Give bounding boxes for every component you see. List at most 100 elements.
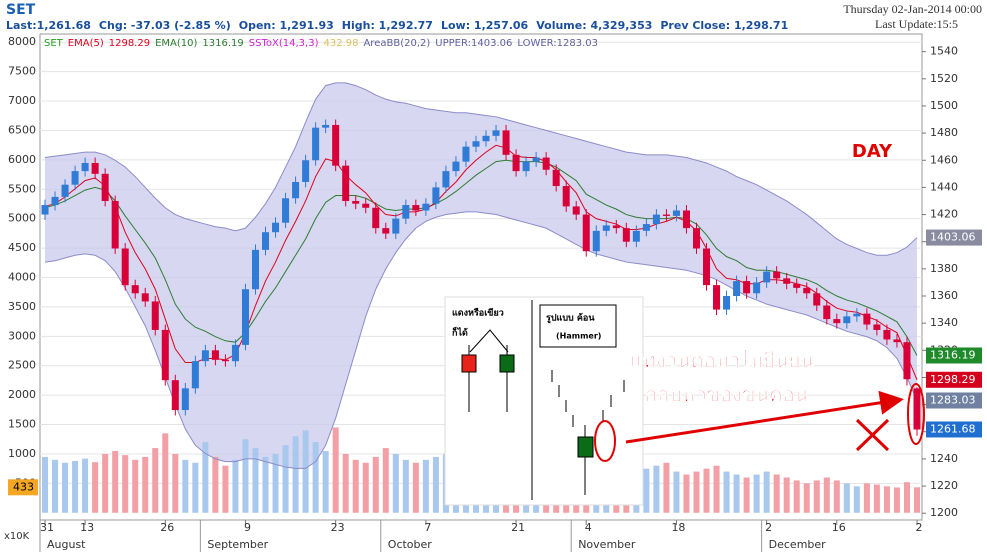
volume-bar (773, 474, 780, 513)
candle-body (492, 130, 500, 136)
price-tag (926, 392, 982, 409)
candle-body (392, 218, 400, 234)
price-tag (926, 421, 982, 438)
month-label: August (47, 538, 86, 551)
legend-entry: 1316.19 (202, 38, 243, 49)
candle-body (813, 293, 821, 306)
x-tick-label: 2 (915, 521, 922, 534)
x-tick-label: 21 (511, 521, 525, 534)
candle-body (723, 296, 731, 310)
volume-bar (192, 462, 199, 513)
volume-bar (302, 430, 309, 513)
volume-bar (763, 471, 770, 513)
y-tick-label: 1460 (930, 153, 958, 166)
candle-body (91, 162, 99, 174)
candle-body (903, 342, 911, 380)
y-tick-label: 1480 (930, 126, 958, 139)
volume-tag-label: 433 (13, 480, 34, 493)
y2-tick-label: 4500 (8, 241, 36, 254)
candle-body (362, 203, 370, 208)
candle-body (402, 205, 410, 219)
volume-bar (52, 459, 59, 513)
candle-body (101, 173, 109, 201)
price-tag-label: 1403.06 (930, 231, 976, 244)
candle-body (332, 124, 340, 166)
volume-bar (162, 433, 169, 513)
candle-body (272, 222, 280, 233)
volume-bar (342, 453, 349, 513)
volume-bar (803, 483, 810, 513)
volume-bar (893, 487, 900, 513)
candle-body (201, 350, 209, 362)
volume-bar (903, 482, 910, 513)
legend-entry: SET (44, 38, 64, 49)
price-tag-label: 1283.03 (930, 393, 976, 406)
candle-body (522, 161, 530, 172)
candle-body (452, 161, 460, 172)
volume-bar (422, 459, 429, 513)
stat: Low: 1,257.06 (441, 19, 529, 32)
volume-bar (843, 483, 850, 513)
legend-entry: EMA(10) (155, 38, 197, 49)
note: แท่งวันต่อมาไม่ยืนยัน (630, 349, 815, 373)
y-tick-label: 1380 (930, 262, 958, 275)
price-tag-label: 1261.68 (930, 422, 976, 435)
candle-body (783, 278, 791, 284)
inset-branch (469, 329, 509, 353)
candle-body (612, 225, 620, 229)
volume-bar (913, 487, 920, 513)
candle-body (352, 200, 360, 204)
candle-body (51, 196, 59, 206)
header: SET Last:1,261.68 Chg: -37.03 (-2.85 %) Op… (6, 2, 982, 32)
y-tick-label: 1360 (930, 289, 958, 302)
y-tick-label: 1220 (930, 479, 958, 492)
volume-bar (653, 465, 660, 513)
bb-line (44, 82, 918, 256)
volume-bar (733, 474, 740, 513)
volume-bar (402, 459, 409, 513)
candle-body (292, 181, 300, 199)
volume-bar (683, 474, 690, 513)
legend-entry: AreaBB(20,2) (363, 38, 430, 49)
stats: Last:1,261.68 Chg: -37.03 (-2.85 %) Open: … (6, 19, 788, 32)
volume-bar (713, 465, 720, 513)
x-tick-label: 26 (160, 521, 174, 534)
period-label: DAY (852, 141, 893, 162)
candle-body (532, 157, 540, 162)
y2-tick-label: 1500 (8, 418, 36, 431)
candle-body (151, 301, 159, 330)
y2-tick-label: 3500 (8, 300, 36, 313)
candle-body (262, 232, 270, 250)
volume-bar (242, 439, 249, 513)
candle-body (312, 127, 320, 161)
candle-body (482, 135, 490, 142)
legend-entry: UPPER: (435, 38, 471, 49)
candle-body (382, 228, 390, 234)
month-label: December (769, 538, 827, 551)
candle-body (231, 344, 239, 362)
candle-body (803, 287, 811, 294)
candle-body (773, 271, 781, 279)
legend-entry: EMA(5) (68, 38, 104, 49)
candle-body (793, 283, 801, 288)
candle-body (241, 289, 249, 345)
candle-body (161, 329, 169, 381)
volume-bar (322, 451, 329, 513)
price-tag-label: 1316.19 (930, 348, 976, 361)
legend-entry: 432.98 (323, 38, 358, 49)
volume-bar (152, 448, 159, 513)
bb-area (45, 82, 917, 469)
volume-bar (783, 477, 790, 513)
candle-body (552, 169, 560, 187)
volume-bar (673, 471, 680, 513)
volume-bar (853, 486, 860, 513)
month-label: October (388, 538, 432, 551)
candle-body (703, 248, 711, 286)
volume-bar (292, 436, 299, 513)
volume-bar (723, 471, 730, 513)
volume-bar (823, 477, 830, 513)
candle-body (432, 187, 440, 204)
y2-tick-label: 5500 (8, 182, 36, 195)
y2-tick-label: 2500 (8, 359, 36, 372)
volume-bar (82, 458, 89, 513)
